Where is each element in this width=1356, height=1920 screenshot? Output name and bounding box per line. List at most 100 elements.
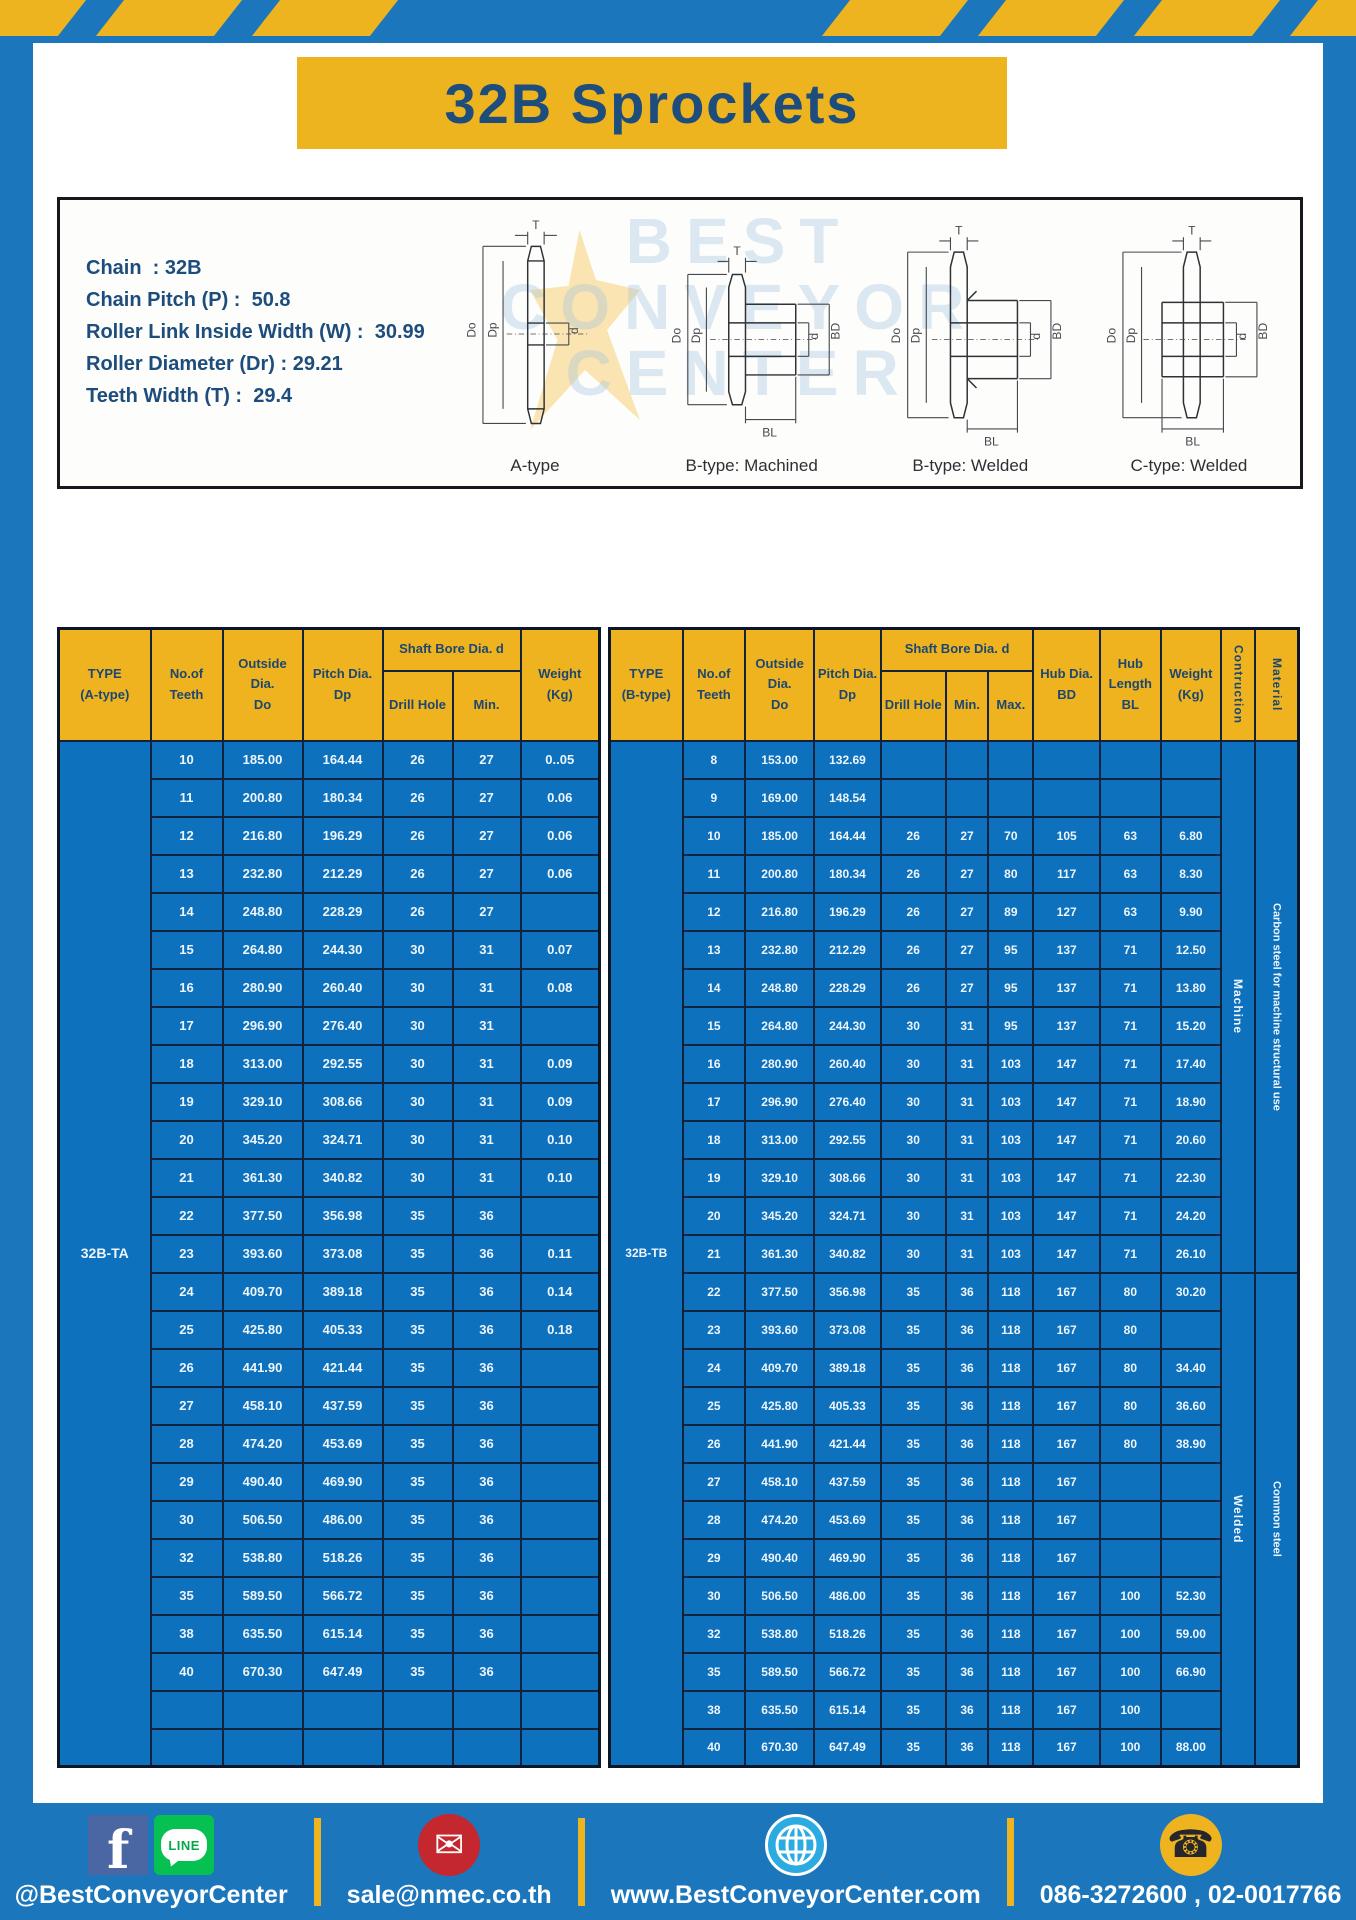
table-cell: 441.90 xyxy=(744,1423,816,1464)
table-cell: 228.29 xyxy=(813,967,882,1008)
table-cell: 635.50 xyxy=(221,1613,304,1654)
table-a-header: TYPE (A-type) No.of Teeth Outside Dia. Do Pi… xyxy=(57,627,601,742)
col-shaft-bore: Shaft Bore Dia. d xyxy=(879,627,1035,672)
table-cell: 31 xyxy=(451,929,522,970)
table-cell: 389.18 xyxy=(813,1347,882,1388)
phone-numbers[interactable]: 086-3272600 , 02-0017766 xyxy=(1039,1881,1342,1909)
title-banner: 32B Sprockets xyxy=(297,57,1007,149)
table-cell: 17 xyxy=(149,1005,224,1046)
table-cell: 27 xyxy=(451,853,522,894)
table-cell: 308.66 xyxy=(813,1157,882,1198)
table-row: 25 425.80 405.33 35 36 118 167 80 36.60 xyxy=(610,1385,1299,1426)
table-cell: 280.90 xyxy=(744,1043,816,1084)
col-max: Max. xyxy=(987,669,1035,742)
table-cell: 35 xyxy=(381,1613,454,1654)
social-handle[interactable]: @BestConveyorCenter xyxy=(14,1881,288,1909)
table-cell xyxy=(1032,739,1102,780)
table-cell: 0.14 xyxy=(519,1271,601,1312)
figure-c-welded: T Do Dp d BD BL C-type: Welded xyxy=(1082,204,1296,484)
table-cell: 167 xyxy=(1032,1537,1102,1578)
table-row: 15 264.80 244.30 30 31 0.07 xyxy=(59,929,601,970)
facebook-icon[interactable]: f xyxy=(88,1815,149,1875)
table-cell: 377.50 xyxy=(744,1271,816,1312)
table-cell: 280.90 xyxy=(221,967,304,1008)
table-cell: 26 xyxy=(381,891,454,932)
footer-email[interactable]: ✉ sale@nmec.co.th xyxy=(347,1813,552,1910)
table-cell: 71 xyxy=(1099,1233,1162,1274)
table-cell xyxy=(221,1727,304,1768)
table-cell: 19 xyxy=(681,1157,747,1198)
content-panel: 32B Sprockets BEST CONVEYOR CENTER Chain… xyxy=(33,43,1323,1803)
dim-Do: Do xyxy=(1104,328,1118,344)
table-cell: 36 xyxy=(944,1613,990,1654)
table-cell: 31 xyxy=(944,1081,990,1122)
table-cell: 185.00 xyxy=(744,815,816,856)
type-label-cell: 32B-TA xyxy=(57,739,152,1768)
table-cell: 421.44 xyxy=(813,1423,882,1464)
table-cell: 518.26 xyxy=(813,1613,882,1654)
table-cell: 164.44 xyxy=(813,815,882,856)
table-cell: 0.09 xyxy=(519,1043,601,1084)
table-row: 25 425.80 405.33 35 36 0.18 xyxy=(59,1309,601,1350)
table-row: 26 441.90 421.44 35 36 xyxy=(59,1347,601,1388)
table-cell: 647.49 xyxy=(813,1727,882,1768)
table-cell: 566.72 xyxy=(301,1575,384,1616)
table-cell: 216.80 xyxy=(744,891,816,932)
table-cell: 458.10 xyxy=(744,1461,816,1502)
footer-social[interactable]: f LINE @BestConveyorCenter xyxy=(15,1813,288,1910)
table-cell: 35 xyxy=(879,1537,947,1578)
table-row xyxy=(59,1727,601,1768)
table-row: 18 313.00 292.55 30 31 0.09 xyxy=(59,1043,601,1084)
table-cell: 118 xyxy=(987,1537,1035,1578)
table-row: 10 185.00 164.44 26 27 70 105 63 6.80 xyxy=(610,815,1299,856)
table-cell: 28 xyxy=(149,1423,224,1464)
table-cell: 118 xyxy=(987,1461,1035,1502)
table-cell: 30.20 xyxy=(1159,1271,1223,1312)
dim-T: T xyxy=(1188,223,1196,237)
footer-website[interactable]: www.BestConveyorCenter.com xyxy=(611,1813,981,1910)
footer-phone[interactable]: ☎ 086-3272600 , 02-0017766 xyxy=(1039,1813,1342,1910)
table-cell: 30 xyxy=(879,1233,947,1274)
table-cell: 405.33 xyxy=(813,1385,882,1426)
globe-icon[interactable] xyxy=(764,1814,827,1876)
table-cell: 0.07 xyxy=(519,929,601,970)
table-cell: 24 xyxy=(149,1271,224,1312)
spec-roller-dia: Roller Diameter (Dr) : 29.21 xyxy=(86,353,343,375)
table-cell: 329.10 xyxy=(221,1081,304,1122)
table-row: 18 313.00 292.55 30 31 103 147 71 20.60 xyxy=(610,1119,1299,1160)
table-row: 14 248.80 228.29 26 27 95 137 71 13.80 xyxy=(610,967,1299,1008)
table-cell: 89 xyxy=(987,891,1035,932)
table-cell xyxy=(451,1689,522,1730)
phone-icon[interactable]: ☎ xyxy=(1159,1814,1222,1876)
col-weight: Weight (Kg) xyxy=(1159,627,1223,742)
email-address[interactable]: sale@nmec.co.th xyxy=(346,1881,552,1909)
table-cell: 167 xyxy=(1032,1727,1102,1768)
table-cell: 63 xyxy=(1099,853,1162,894)
table-cell xyxy=(1159,1461,1223,1502)
table-cell: 26 xyxy=(381,739,454,780)
table-cell: 31 xyxy=(451,967,522,1008)
table-cell: 10 xyxy=(149,739,224,780)
table-cell: 63 xyxy=(1099,815,1162,856)
c-welded-drawing: T Do Dp d BD BL xyxy=(1104,223,1270,448)
table-cell: 453.69 xyxy=(301,1423,384,1464)
table-cell: 260.40 xyxy=(813,1043,882,1084)
line-icon[interactable]: LINE xyxy=(154,1815,215,1875)
table-cell: 22 xyxy=(681,1271,747,1312)
table-row: 27 458.10 437.59 35 36 118 167 xyxy=(610,1461,1299,1502)
table-cell: 167 xyxy=(1032,1689,1102,1730)
table-cell xyxy=(149,1689,224,1730)
table-cell: 36 xyxy=(944,1461,990,1502)
table-cell: 670.30 xyxy=(221,1651,304,1692)
table-row: 27 458.10 437.59 35 36 xyxy=(59,1385,601,1426)
table-cell: 15.20 xyxy=(1159,1005,1223,1046)
table-cell: 13 xyxy=(681,929,747,970)
mail-icon[interactable]: ✉ xyxy=(418,1814,481,1876)
table-cell: 36 xyxy=(451,1651,522,1692)
table-row: 21 361.30 340.82 30 31 0.10 xyxy=(59,1157,601,1198)
table-row: 26 441.90 421.44 35 36 118 167 80 38.90 xyxy=(610,1423,1299,1464)
table-cell: 329.10 xyxy=(744,1157,816,1198)
table-cell: 35 xyxy=(879,1461,947,1502)
dim-BD: BD xyxy=(1256,323,1270,340)
website-url[interactable]: www.BestConveyorCenter.com xyxy=(610,1881,981,1909)
